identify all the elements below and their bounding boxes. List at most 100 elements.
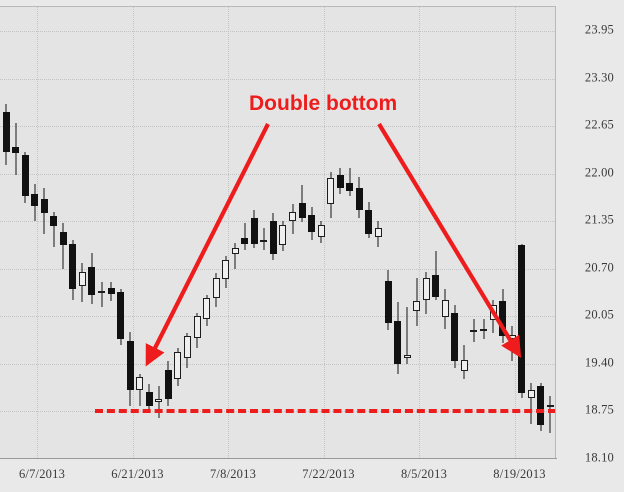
candle-body-down — [518, 245, 526, 394]
candlestick — [69, 7, 77, 458]
candle-body-down — [40, 198, 48, 214]
x-axis-tick-label: 8/5/2013 — [400, 467, 448, 481]
candlestick — [203, 7, 211, 458]
candlestick — [460, 7, 468, 458]
candle-body-up — [212, 277, 220, 299]
candle-wick — [511, 325, 513, 361]
candle-body-up — [413, 301, 421, 312]
candle-wick — [139, 374, 141, 407]
candle-body-down — [308, 214, 316, 233]
candlestick — [260, 7, 268, 458]
candlestick — [174, 7, 182, 458]
candlestick — [212, 7, 220, 458]
candle-body-down — [451, 312, 459, 361]
candlestick — [12, 7, 20, 458]
x-axis: 6/7/2013 6/21/2013 7/8/2013 7/22/2013 8/5/20… — [0, 458, 557, 492]
candlestick — [518, 7, 526, 458]
candle-body-up — [508, 334, 516, 340]
candle-body-up — [98, 290, 105, 293]
candlestick — [193, 7, 201, 458]
candle-body-up — [374, 227, 382, 237]
candlestick — [537, 7, 545, 458]
candlestick — [50, 7, 58, 458]
candle-body-up — [289, 211, 296, 221]
x-axis-tick-label: 6/21/2013 — [111, 467, 164, 481]
candle-body-up — [480, 328, 487, 331]
candlestick — [241, 7, 249, 458]
candlestick — [88, 7, 96, 458]
candle-body-down — [365, 210, 373, 234]
y-axis-tick-label: 20.05 — [584, 307, 614, 322]
candlestick — [317, 7, 325, 458]
candle-body-up — [441, 299, 449, 318]
plot-area — [0, 6, 556, 458]
candle-body-up — [155, 399, 163, 402]
candlestick — [2, 7, 10, 458]
support-line — [95, 409, 555, 414]
gridline-horizontal — [0, 126, 555, 128]
candle-body-up — [183, 336, 191, 359]
candlestick — [107, 7, 115, 458]
candlestick — [451, 7, 459, 458]
x-axis-tick-label: 6/7/2013 — [18, 467, 66, 481]
candlestick — [508, 7, 516, 458]
candle-body-down — [298, 203, 306, 218]
y-axis-tick-label: 22.65 — [584, 117, 614, 132]
candlestick — [289, 7, 296, 458]
candle-body-down — [31, 194, 39, 206]
gridline-horizontal — [0, 363, 555, 365]
candlestick — [365, 7, 373, 458]
candle-body-down — [21, 154, 29, 196]
candle-wick — [349, 167, 351, 196]
candle-body-down — [355, 188, 363, 211]
y-axis-tick-label: 18.75 — [584, 402, 614, 417]
candlestick — [98, 7, 105, 458]
candle-body-down — [88, 267, 96, 296]
candlestick — [78, 7, 86, 458]
candle-body-up — [317, 224, 325, 237]
candle-body-down — [346, 182, 354, 192]
candlestick — [250, 7, 258, 458]
candlestick — [59, 7, 67, 458]
candlestick — [126, 7, 134, 458]
candle-body-up — [546, 404, 554, 407]
gridline-vertical — [37, 7, 38, 458]
candlestick — [145, 7, 153, 458]
y-axis-tick-label: 20.70 — [584, 260, 614, 275]
y-axis: 23.95 23.30 22.65 22.00 21.35 20.70 20.05 19.40… — [557, 0, 624, 492]
candle-body-down — [432, 274, 440, 297]
candle-body-down — [241, 238, 249, 244]
candle-body-up — [136, 377, 144, 391]
y-axis-tick-label: 18.10 — [584, 450, 614, 465]
candlestick — [222, 7, 230, 458]
candlestick — [499, 7, 507, 458]
candlestick — [279, 7, 287, 458]
candle-wick — [530, 382, 532, 424]
candle-body-down — [145, 391, 153, 407]
candle-body-down — [69, 243, 77, 290]
candlestick — [336, 7, 344, 458]
candle-body-down — [164, 369, 172, 400]
candlestick — [327, 7, 335, 458]
candlestick — [413, 7, 421, 458]
candlestick — [384, 7, 392, 458]
candle-body-up — [260, 239, 268, 242]
candle-body-up — [489, 305, 497, 321]
candlestick — [480, 7, 487, 458]
candle-body-up — [422, 277, 430, 300]
y-axis-tick-label: 21.35 — [584, 212, 614, 227]
candlestick — [31, 7, 39, 458]
candle-body-down — [126, 340, 134, 391]
candlestick — [346, 7, 354, 458]
candle-wick — [158, 385, 160, 419]
candle-body-down — [336, 175, 344, 189]
candle-body-up — [327, 178, 335, 205]
x-axis-tick-label: 8/19/2013 — [493, 467, 546, 481]
y-axis-tick-label: 19.40 — [584, 355, 614, 370]
candle-wick — [244, 223, 246, 250]
candlestick — [441, 7, 449, 458]
candlestick — [546, 7, 554, 458]
candle-body-down — [117, 292, 125, 340]
candle-wick — [549, 396, 551, 433]
